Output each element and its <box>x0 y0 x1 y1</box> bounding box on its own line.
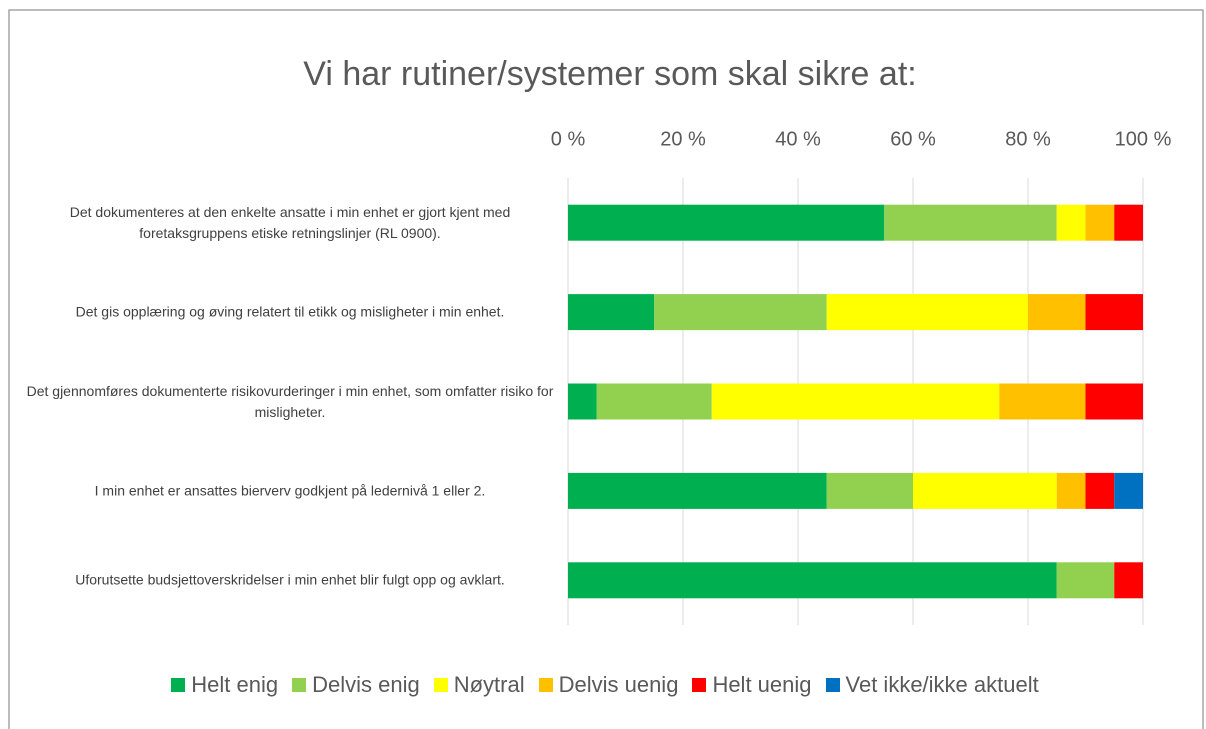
bar-segment <box>1056 562 1115 599</box>
legend-item: Vet ikke/ikke aktuelt <box>825 672 1039 698</box>
x-tick-label: 80 % <box>1005 128 1051 150</box>
bar-segment <box>711 383 1000 420</box>
category-label: I min enhet er ansattes bierverv godkjen… <box>94 482 486 499</box>
bar-segment <box>1114 562 1143 599</box>
legend-item: Nøytral <box>433 672 525 698</box>
bar-segment <box>568 294 655 331</box>
legend-label: Helt enig <box>191 672 279 697</box>
bar-segment <box>1085 294 1143 331</box>
bar-segment <box>596 383 712 420</box>
bar-segment <box>1028 294 1086 331</box>
bar-segment <box>1085 472 1115 509</box>
legend-swatch <box>433 678 448 692</box>
x-tick-label: 100 % <box>1115 128 1172 150</box>
legend-swatch <box>538 678 553 692</box>
x-tick-label: 60 % <box>890 128 936 150</box>
legend-swatch <box>692 678 707 692</box>
legend-label: Delvis enig <box>312 672 420 697</box>
x-tick-label: 20 % <box>660 128 706 150</box>
legend-label: Helt uenig <box>712 672 812 697</box>
bar-segment <box>568 562 1057 599</box>
x-tick-label: 0 % <box>551 128 586 150</box>
legend: Helt enig Delvis enig Nøytral Delvis uenig H… <box>10 672 1200 698</box>
legend-swatch <box>825 678 840 692</box>
legend-swatch <box>292 678 307 692</box>
chart-title: Vi har rutiner/systemer som skal sikre a… <box>303 55 916 93</box>
category-label: Uforutsette budsjettoverskridelser i min… <box>75 571 505 588</box>
category-label: Det gjennomføres dokumenterte risikovurd… <box>26 382 554 420</box>
bar-segment <box>999 383 1086 420</box>
bar-segment <box>1085 383 1143 420</box>
x-tick-label: 40 % <box>775 128 821 150</box>
legend-item: Delvis enig <box>292 672 420 698</box>
bar-segment <box>826 294 1028 331</box>
chart-frame <box>8 9 1204 729</box>
bar-segment <box>568 383 597 420</box>
legend-item: Helt uenig <box>692 672 812 698</box>
legend-item: Delvis uenig <box>538 672 679 698</box>
legend-swatch <box>171 678 186 692</box>
bar-segment <box>568 472 827 509</box>
bar-segment <box>568 204 885 241</box>
bar-segment <box>884 204 1057 241</box>
bar-segment <box>654 294 827 331</box>
bar-segment <box>1114 472 1143 509</box>
bar-segment <box>913 472 1057 509</box>
legend-label: Vet ikke/ikke aktuelt <box>845 672 1039 697</box>
bar-segment <box>1114 204 1143 241</box>
bar-segment <box>1056 472 1086 509</box>
legend-item: Helt enig <box>171 672 278 698</box>
bar-segment <box>826 472 913 509</box>
category-label: Det gis opplæring og øving relatert til … <box>75 303 505 320</box>
category-label: Det dokumenteres at den enkelte ansatte … <box>69 203 511 241</box>
legend-label: Nøytral <box>453 672 525 697</box>
bar-segment <box>1056 204 1086 241</box>
legend-label: Delvis uenig <box>558 672 679 697</box>
bar-segment <box>1085 204 1115 241</box>
